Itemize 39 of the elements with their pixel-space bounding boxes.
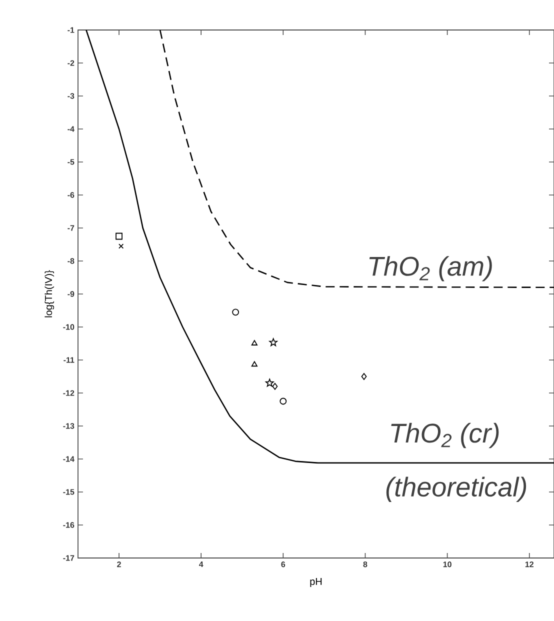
x-tick-label: 4 bbox=[199, 562, 204, 568]
y-tick-label: -8 bbox=[68, 258, 74, 264]
annotation: ThO$_{2}$ (cr) bbox=[391, 422, 499, 448]
y-tick-label: -9 bbox=[68, 291, 74, 297]
y-tick-label: -5 bbox=[68, 159, 74, 165]
x-tick-label: 10 bbox=[443, 562, 452, 568]
annotation: ThO$_{2}$ (am) bbox=[369, 256, 492, 282]
annotation: (theoretical) bbox=[386, 476, 526, 502]
point bbox=[118, 244, 124, 249]
y-tick-label: -16 bbox=[63, 522, 74, 528]
y-tick-label: -6 bbox=[68, 192, 74, 198]
x-tick-label: 6 bbox=[281, 562, 286, 568]
y-tick-label: -1 bbox=[68, 27, 74, 33]
y-tick-label: -13 bbox=[63, 423, 74, 429]
point bbox=[272, 382, 278, 390]
x-axis-title: pH bbox=[310, 578, 322, 588]
y-tick-label: -14 bbox=[63, 456, 74, 462]
y-tick-label: -2 bbox=[68, 60, 74, 66]
point bbox=[269, 338, 278, 346]
y-tick-label: -10 bbox=[63, 324, 74, 330]
x-tick-label: 2 bbox=[117, 562, 121, 568]
y-tick-label: -3 bbox=[68, 93, 74, 99]
point bbox=[251, 361, 258, 367]
y-tick-label: -11 bbox=[64, 357, 74, 363]
y-tick-label: -15 bbox=[63, 489, 74, 495]
point bbox=[251, 340, 258, 346]
y-axis-title: log{Th(IV)} bbox=[44, 270, 54, 318]
point bbox=[232, 308, 240, 316]
x-tick-label: 12 bbox=[525, 562, 534, 568]
y-tick-label: -12 bbox=[63, 390, 74, 396]
y-tick-label: -17 bbox=[63, 555, 74, 561]
point bbox=[280, 398, 287, 405]
x-tick-label: 8 bbox=[363, 562, 368, 568]
y-tick-label: -4 bbox=[68, 126, 74, 132]
point bbox=[361, 373, 367, 380]
y-tick-label: -7 bbox=[68, 225, 74, 231]
point bbox=[265, 378, 274, 387]
line-series bbox=[159, 30, 554, 288]
point bbox=[116, 232, 122, 240]
